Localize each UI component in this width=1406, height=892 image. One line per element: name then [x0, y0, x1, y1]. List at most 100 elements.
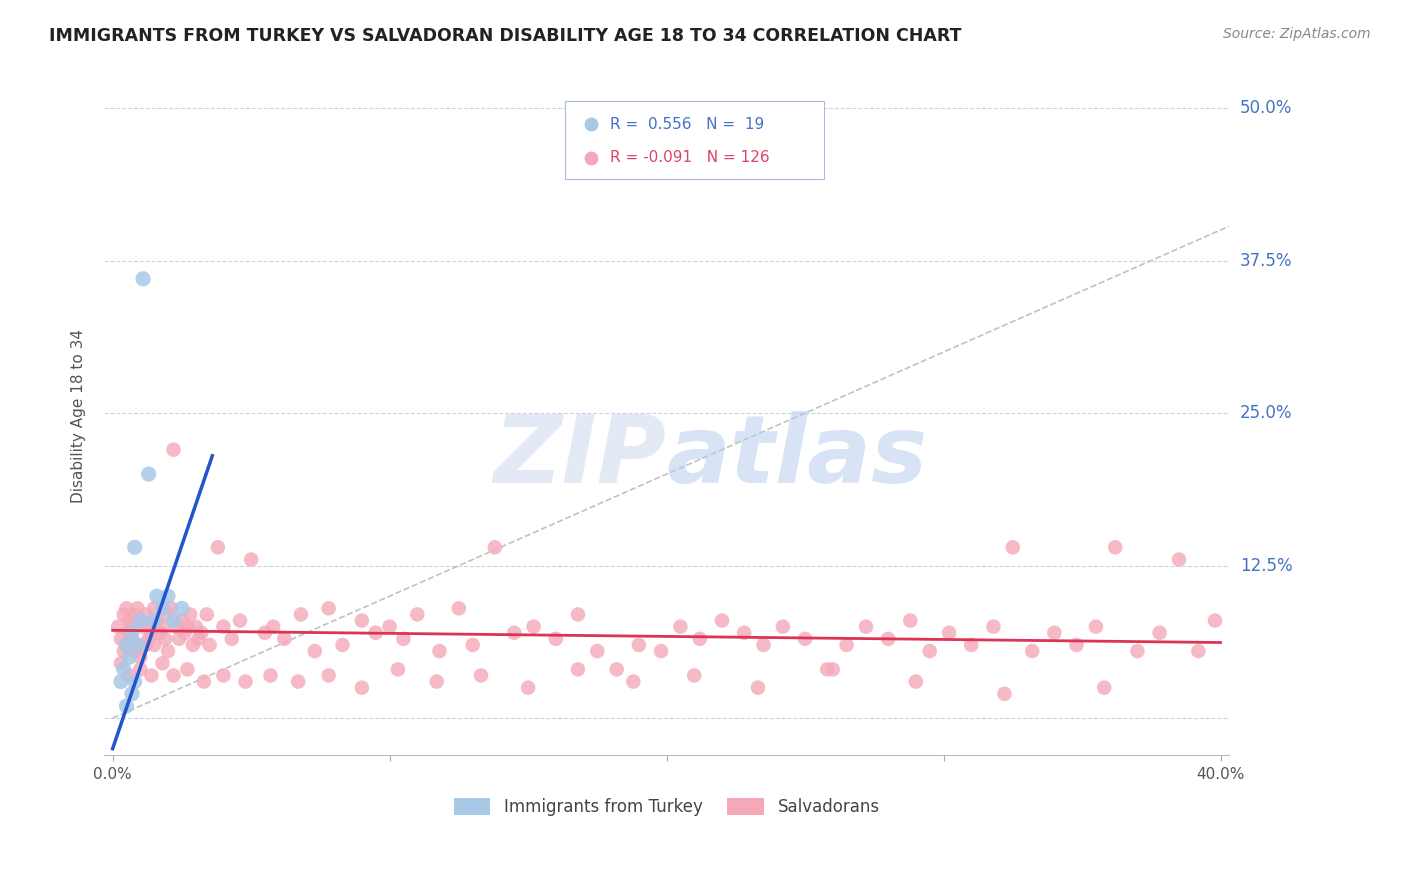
Point: [877, 632, 900, 646]
Text: 12.5%: 12.5%: [1240, 557, 1292, 574]
Text: IMMIGRANTS FROM TURKEY VS SALVADORAN DISABILITY AGE 18 TO 34 CORRELATION CHART: IMMIGRANTS FROM TURKEY VS SALVADORAN DIS…: [49, 27, 962, 45]
Point: [190, 625, 212, 640]
Point: [406, 607, 429, 622]
Point: [107, 620, 129, 634]
Point: [170, 614, 193, 628]
Point: [212, 668, 235, 682]
Point: [429, 644, 451, 658]
Point: [184, 620, 207, 634]
Point: [772, 620, 794, 634]
Point: [115, 698, 138, 713]
Point: [904, 674, 927, 689]
Point: [1126, 644, 1149, 658]
Point: [138, 632, 160, 646]
Point: [1204, 614, 1226, 628]
Point: [447, 601, 470, 615]
Point: [115, 601, 138, 615]
Point: [155, 632, 177, 646]
Point: [747, 681, 769, 695]
Point: [152, 620, 174, 634]
Point: [1084, 620, 1107, 634]
Point: [1092, 681, 1115, 695]
Point: [138, 467, 160, 481]
Point: [173, 625, 195, 640]
Point: [170, 601, 193, 615]
Point: [1168, 552, 1191, 566]
Point: [156, 607, 179, 622]
Point: [938, 625, 960, 640]
Point: [650, 644, 672, 658]
Point: [110, 632, 132, 646]
Point: [110, 657, 132, 671]
Point: [262, 620, 284, 634]
Point: [121, 625, 143, 640]
Point: [124, 541, 146, 555]
Point: [821, 662, 844, 676]
Point: [143, 638, 166, 652]
Point: [364, 625, 387, 640]
Point: [835, 638, 858, 652]
Text: R =  0.556   N =  19: R = 0.556 N = 19: [610, 117, 765, 132]
Point: [273, 632, 295, 646]
Point: [290, 607, 312, 622]
Point: [259, 668, 281, 682]
Point: [392, 632, 415, 646]
Point: [127, 638, 149, 652]
Point: [124, 607, 146, 622]
Point: [115, 638, 138, 652]
Point: [141, 668, 163, 682]
Point: [304, 644, 326, 658]
Point: [135, 638, 157, 652]
Text: 25.0%: 25.0%: [1240, 404, 1292, 422]
Point: [426, 674, 449, 689]
Point: [387, 662, 409, 676]
Point: [669, 620, 692, 634]
Point: [121, 620, 143, 634]
Text: R = -0.091   N = 126: R = -0.091 N = 126: [610, 151, 770, 165]
Text: 50.0%: 50.0%: [1240, 99, 1292, 117]
Point: [162, 442, 184, 457]
Point: [689, 632, 711, 646]
Point: [710, 614, 733, 628]
Point: [503, 625, 526, 640]
Point: [332, 638, 354, 652]
Point: [112, 607, 135, 622]
Y-axis label: Disability Age 18 to 34: Disability Age 18 to 34: [72, 329, 86, 503]
Point: [207, 541, 229, 555]
Point: [229, 614, 252, 628]
Text: ZIP: ZIP: [494, 410, 666, 503]
Point: [484, 541, 506, 555]
FancyBboxPatch shape: [565, 101, 824, 179]
Point: [855, 620, 877, 634]
Point: [606, 662, 628, 676]
Point: [129, 650, 152, 665]
Point: [212, 620, 235, 634]
Point: [181, 638, 204, 652]
Point: [152, 657, 174, 671]
Point: [350, 614, 373, 628]
Point: [253, 625, 276, 640]
Point: [544, 632, 567, 646]
Point: [167, 632, 190, 646]
Text: Source: ZipAtlas.com: Source: ZipAtlas.com: [1223, 27, 1371, 41]
Point: [112, 644, 135, 658]
Point: [1104, 541, 1126, 555]
Point: [193, 674, 215, 689]
Point: [1187, 644, 1209, 658]
Point: [127, 638, 149, 652]
Point: [129, 614, 152, 628]
Point: [156, 589, 179, 603]
Point: [683, 668, 706, 682]
Point: [918, 644, 941, 658]
Point: [586, 644, 609, 658]
Point: [1001, 541, 1024, 555]
Point: [165, 620, 187, 634]
Point: [567, 662, 589, 676]
Point: [124, 644, 146, 658]
Point: [110, 674, 132, 689]
Point: [235, 674, 257, 689]
Point: [162, 668, 184, 682]
Point: [132, 620, 155, 634]
Point: [794, 632, 817, 646]
Point: [135, 607, 157, 622]
